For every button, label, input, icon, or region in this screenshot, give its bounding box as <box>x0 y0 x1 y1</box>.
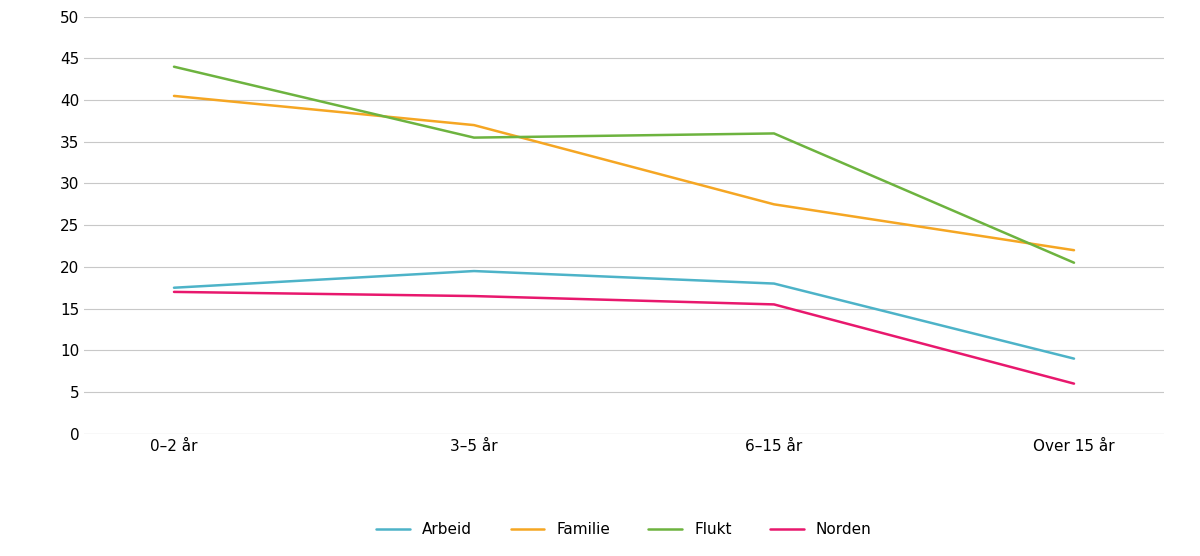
Norden <box>1067 380 1081 387</box>
Arbeid <box>167 285 181 291</box>
Norden <box>167 289 181 295</box>
Familie <box>467 122 481 128</box>
Familie <box>1067 247 1081 254</box>
Line: Arbeid: Arbeid <box>174 271 1074 359</box>
Legend: Arbeid, Familie, Flukt, Norden: Arbeid, Familie, Flukt, Norden <box>371 517 877 544</box>
Line: Familie: Familie <box>174 96 1074 250</box>
Arbeid <box>1067 355 1081 362</box>
Flukt <box>767 130 781 137</box>
Norden <box>467 293 481 300</box>
Flukt <box>1067 259 1081 266</box>
Norden <box>767 301 781 308</box>
Flukt <box>467 134 481 141</box>
Familie <box>767 201 781 208</box>
Line: Norden: Norden <box>174 292 1074 384</box>
Flukt <box>167 63 181 70</box>
Line: Flukt: Flukt <box>174 67 1074 263</box>
Arbeid <box>767 280 781 287</box>
Familie <box>167 92 181 99</box>
Arbeid <box>467 268 481 275</box>
